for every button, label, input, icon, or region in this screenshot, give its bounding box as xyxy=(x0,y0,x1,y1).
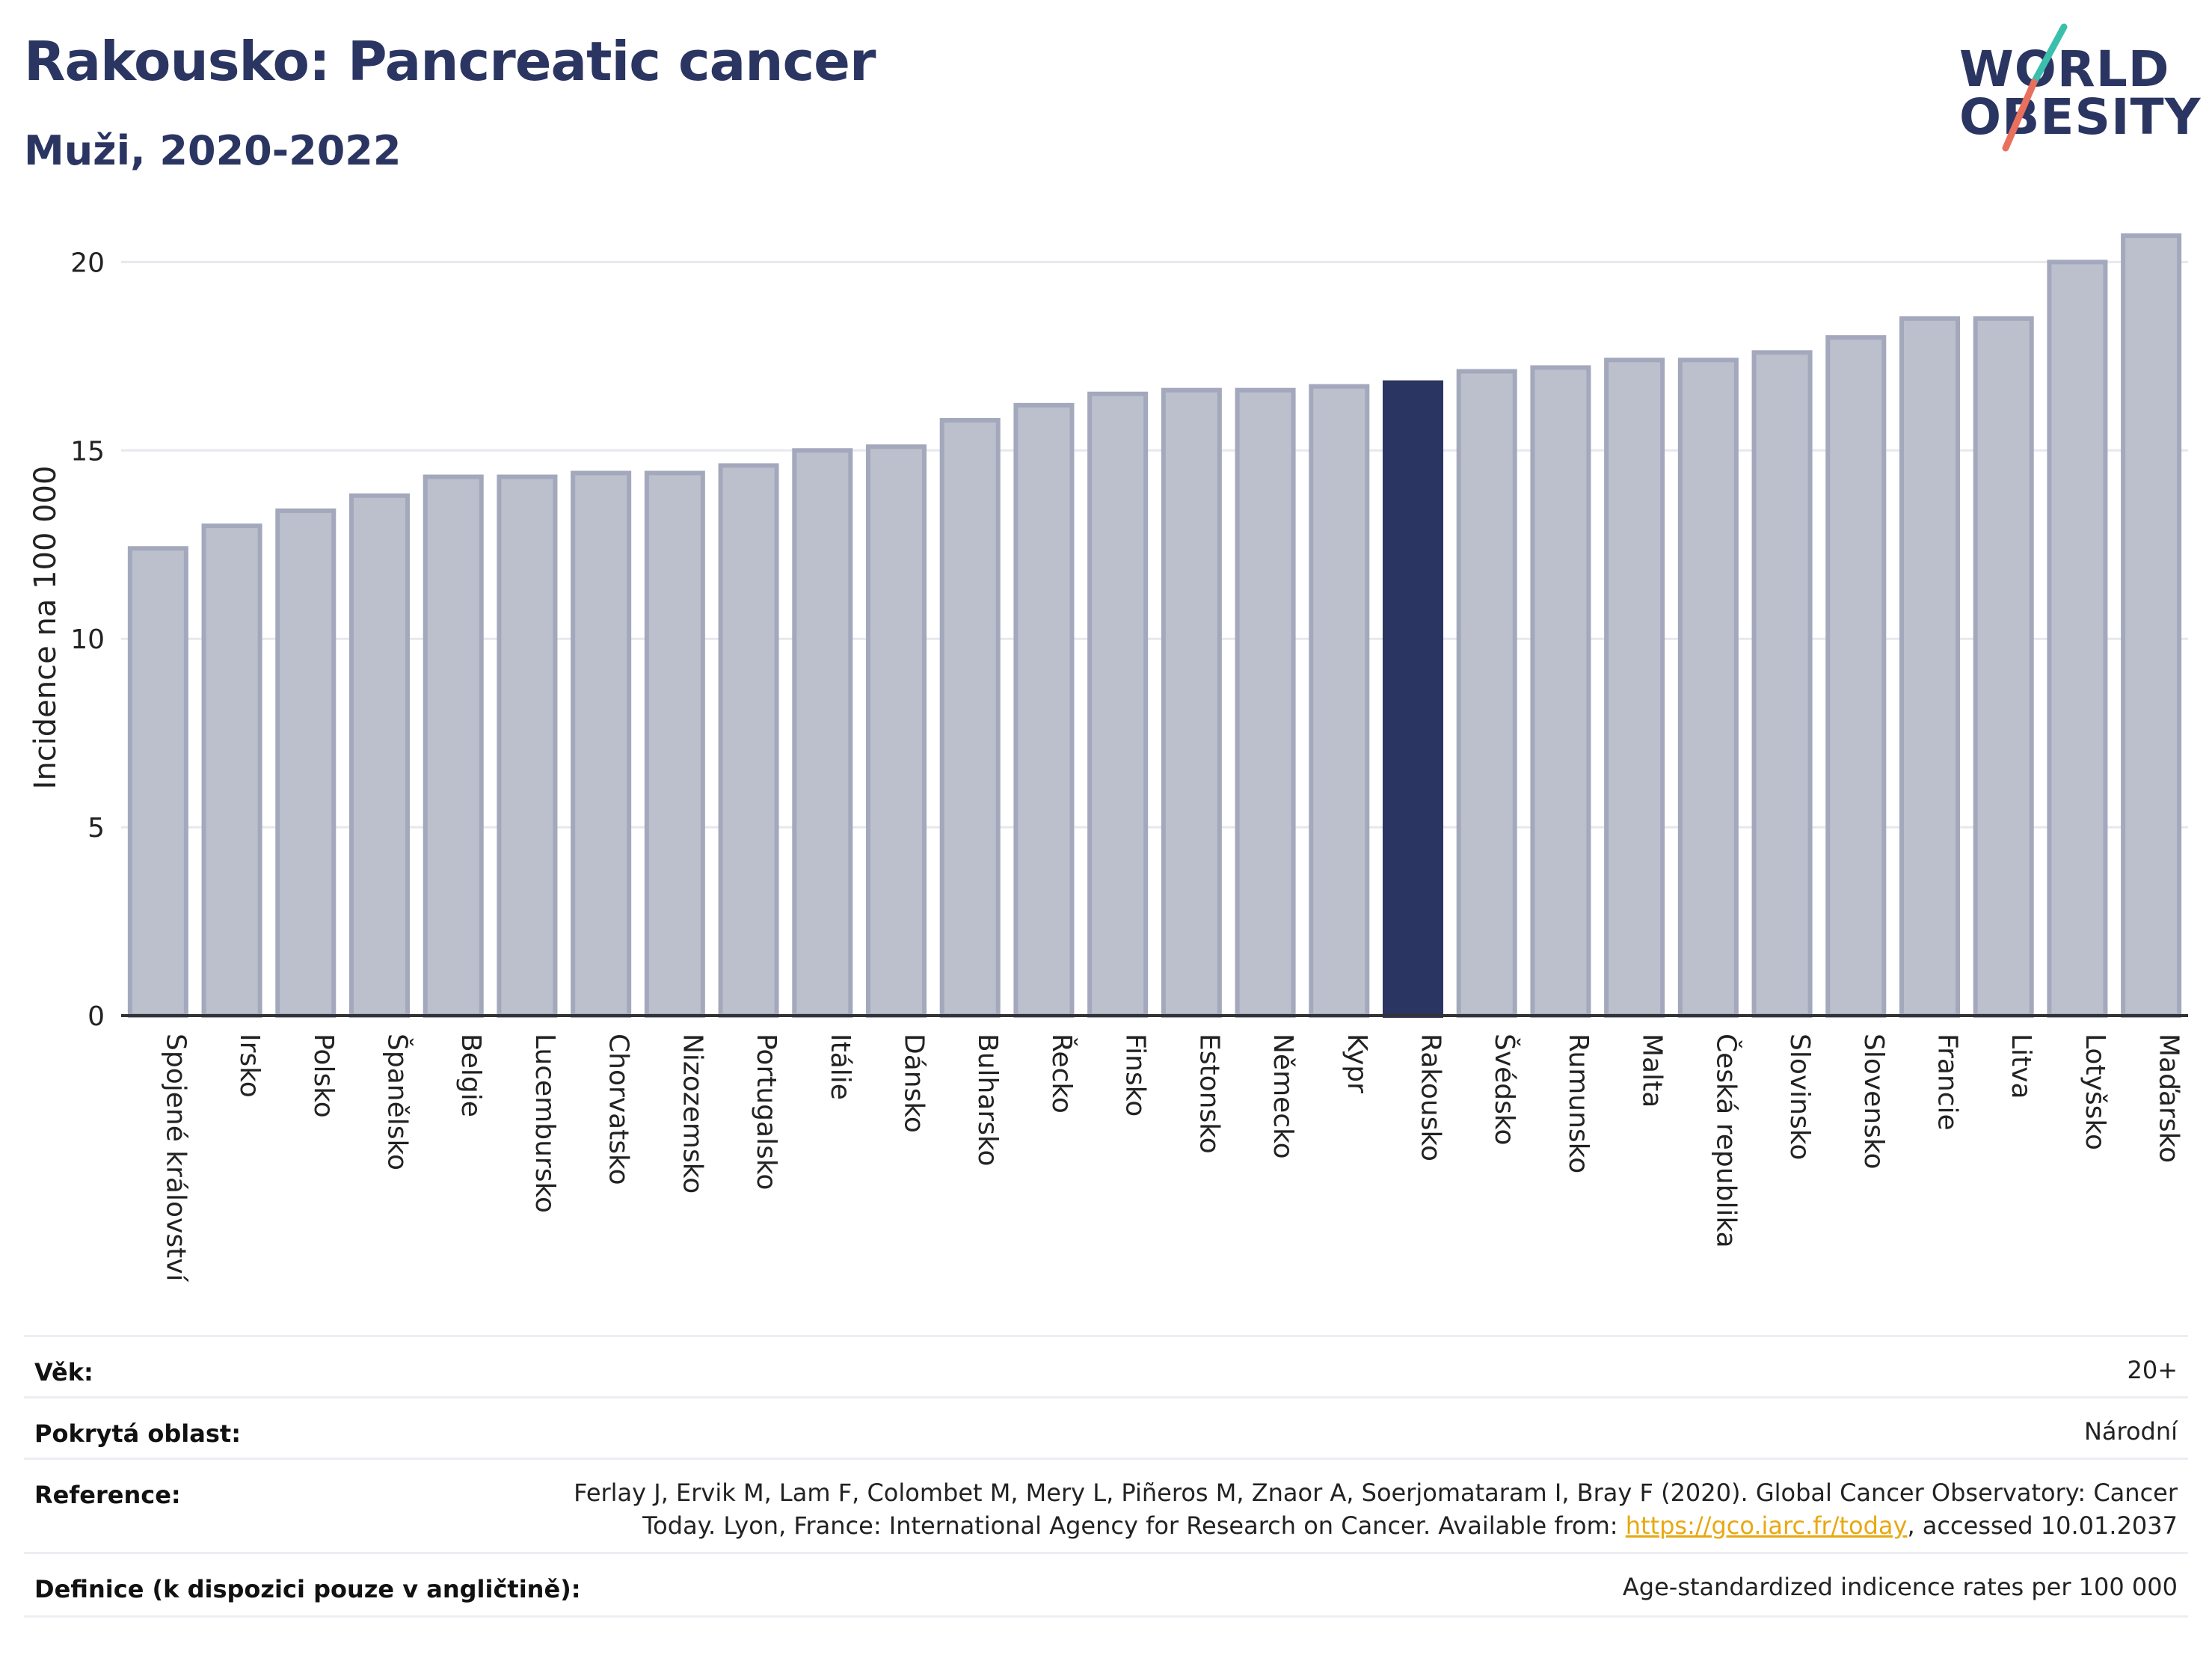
bar xyxy=(1161,387,1222,1018)
bar xyxy=(1973,316,2034,1018)
x-tick-label: Dánsko xyxy=(899,1034,930,1133)
y-tick-label: 10 xyxy=(70,624,105,655)
bar xyxy=(1677,357,1739,1019)
info-row-definition: Definice (k dispozici pouze v angličtině… xyxy=(24,1552,2188,1618)
bar xyxy=(2121,233,2182,1019)
area-value: Národní xyxy=(2083,1417,2178,1446)
x-tick-label: Španělsko xyxy=(382,1034,414,1170)
bar-chart: 0 5 10 15 20 Incidence na 100 000 Spojené král… xyxy=(28,233,2188,1283)
info-row-reference: Reference: Ferlay J, Ervik M, Lam F, Col… xyxy=(24,1458,2188,1554)
bar xyxy=(1013,402,1075,1018)
bar xyxy=(348,493,411,1018)
x-tick-label: Bulharsko xyxy=(972,1034,1003,1167)
x-tick-label: Česká republika xyxy=(1710,1034,1742,1248)
y-tick-label: 0 xyxy=(87,1001,105,1032)
world-obesity-logo: WORLD OBESITY xyxy=(1944,22,2202,157)
bar xyxy=(1087,391,1149,1018)
bar xyxy=(1825,335,1887,1018)
x-tick-label: Slovinsko xyxy=(1784,1034,1815,1160)
x-tick-label: Nizozemsko xyxy=(677,1034,707,1194)
x-tick-label: Rumunsko xyxy=(1563,1034,1594,1173)
y-tick-label: 5 xyxy=(87,813,105,844)
x-tick-label: Portugalsko xyxy=(751,1034,781,1190)
definition-value: Age-standardized indicence rates per 100… xyxy=(1622,1573,2178,1601)
logo-line-1: WORLD xyxy=(1959,40,2170,98)
x-tick-label: Finsko xyxy=(1120,1034,1151,1117)
info-row-age: Věk: 20+ xyxy=(24,1335,2188,1398)
reference-line-2-end: , accessed 10.01.2037 xyxy=(1907,1511,2178,1540)
x-tick-label: Estonsko xyxy=(1193,1034,1224,1154)
page-subtitle: Muži, 2020-2022 xyxy=(24,127,402,174)
y-tick-label: 15 xyxy=(70,436,105,467)
bar xyxy=(1309,384,1370,1018)
age-label: Věk: xyxy=(34,1358,93,1387)
x-tick-label: Maďarsko xyxy=(2154,1034,2184,1163)
reference-link[interactable]: https://gco.iarc.fr/today xyxy=(1625,1511,1908,1540)
x-tick-label: Slovensko xyxy=(1858,1034,1889,1170)
bar xyxy=(127,546,188,1018)
bar-highlighted xyxy=(1382,380,1444,1019)
reference-text: Ferlay J, Ervik M, Lam F, Colombet M, Me… xyxy=(574,1476,2178,1542)
logo-line-2: OBESITY xyxy=(1959,88,2202,146)
bar xyxy=(939,417,1001,1018)
x-tick-label: Lucembursko xyxy=(529,1034,560,1213)
reference-line-2-start: Today. Lyon, France: International Agenc… xyxy=(642,1511,1626,1540)
x-tick-label: Irsko xyxy=(234,1034,265,1098)
area-label: Pokrytá oblast: xyxy=(34,1419,241,1448)
reference-line-1: Ferlay J, Ervik M, Lam F, Colombet M, Me… xyxy=(574,1479,2178,1507)
bar xyxy=(201,523,262,1018)
bar xyxy=(571,470,632,1018)
logo-slash-icon xyxy=(2002,23,2068,152)
bar xyxy=(497,474,558,1018)
x-tick-label: Polsko xyxy=(308,1034,339,1118)
reference-label: Reference: xyxy=(34,1481,181,1509)
bar xyxy=(2047,260,2108,1018)
x-tick-label: Itálie xyxy=(825,1034,855,1100)
x-tick-label: Kypr xyxy=(1342,1034,1372,1093)
bar xyxy=(1456,369,1517,1018)
bar xyxy=(1530,365,1591,1018)
bar xyxy=(423,474,484,1018)
reference-line-2: Today. Lyon, France: International Agenc… xyxy=(574,1509,2178,1542)
bar xyxy=(792,448,853,1018)
bar xyxy=(865,444,927,1018)
definition-label: Definice (k dispozici pouze v angličtině… xyxy=(34,1575,581,1603)
bar xyxy=(644,470,705,1018)
x-tick-label: Rakousko xyxy=(1416,1034,1446,1161)
bar xyxy=(1604,357,1665,1019)
x-tick-label: Řecko xyxy=(1046,1034,1078,1114)
age-value: 20+ xyxy=(2127,1356,2178,1384)
x-tick-label: Chorvatsko xyxy=(603,1034,634,1185)
y-axis-label: Incidence na 100 000 xyxy=(28,466,63,790)
x-tick-label: Malta xyxy=(1637,1034,1668,1108)
x-tick-label: Švédsko xyxy=(1489,1034,1520,1146)
x-tick-label: Belgie xyxy=(455,1034,486,1117)
bar xyxy=(1235,387,1296,1018)
bar xyxy=(1751,350,1813,1018)
page-title: Rakousko: Pancreatic cancer xyxy=(24,30,876,93)
x-tick-label: Německo xyxy=(1268,1034,1298,1159)
x-tick-label: Lotyšsko xyxy=(2080,1034,2110,1150)
x-tick-label: Francie xyxy=(1932,1034,1963,1131)
info-row-area: Pokrytá oblast: Národní xyxy=(24,1396,2188,1460)
x-tick-label: Litva xyxy=(2006,1034,2036,1099)
bar xyxy=(1899,316,1961,1018)
x-tick-label: Spojené království xyxy=(160,1034,191,1283)
y-tick-label: 20 xyxy=(70,248,105,278)
bar xyxy=(275,508,337,1018)
bar xyxy=(718,463,779,1018)
